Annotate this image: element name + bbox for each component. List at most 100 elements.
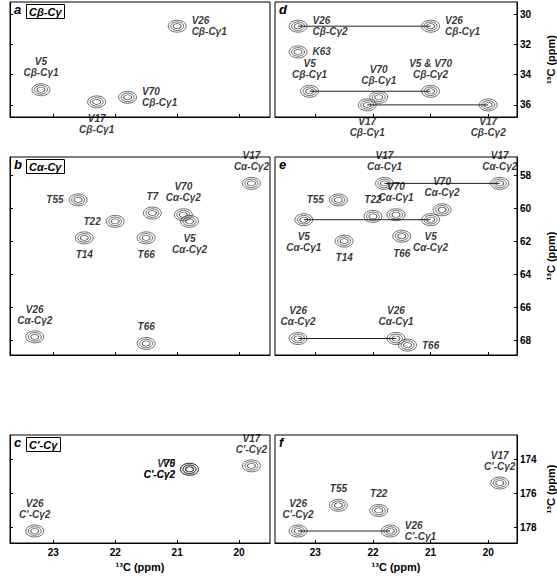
- svg-text:V70: V70: [387, 181, 405, 192]
- svg-text:T66: T66: [393, 248, 411, 259]
- svg-text:V17: V17: [376, 150, 394, 161]
- svg-text:c: c: [14, 435, 22, 450]
- svg-text:20: 20: [483, 547, 495, 558]
- svg-text:V70: V70: [174, 181, 192, 192]
- svg-text:V5 & V70: V5 & V70: [409, 58, 452, 69]
- svg-text:20: 20: [233, 547, 245, 558]
- svg-text:66: 66: [520, 302, 532, 313]
- svg-text:62: 62: [520, 236, 532, 247]
- svg-text:58: 58: [520, 170, 532, 181]
- svg-text:a: a: [14, 2, 21, 17]
- svg-text:f: f: [279, 435, 285, 450]
- svg-text:V5: V5: [303, 58, 316, 69]
- svg-text:V17: V17: [88, 113, 106, 124]
- svg-text:Cβ-Cγ1: Cβ-Cγ1: [292, 69, 328, 80]
- svg-text:60: 60: [520, 203, 532, 214]
- svg-text:Cβ-Cγ1: Cβ-Cγ1: [79, 124, 115, 135]
- svg-text:174: 174: [520, 454, 537, 465]
- svg-text:C'-Cγ2: C'-Cγ2: [484, 461, 516, 472]
- svg-text:V26: V26: [289, 498, 307, 509]
- svg-text:V26: V26: [445, 15, 463, 26]
- svg-text:V26: V26: [192, 15, 210, 26]
- svg-text:T55: T55: [46, 194, 64, 205]
- svg-text:V5: V5: [424, 231, 437, 242]
- svg-text:34: 34: [520, 69, 532, 80]
- svg-text:Cβ-Cγ1: Cβ-Cγ1: [445, 26, 481, 37]
- svg-text:C'-Cγ2: C'-Cγ2: [144, 469, 176, 480]
- svg-text:21: 21: [172, 547, 184, 558]
- svg-text:V70: V70: [433, 176, 451, 187]
- svg-text:Cβ-Cγ1: Cβ-Cγ1: [350, 127, 386, 138]
- svg-text:Cα-Cγ2: Cα-Cγ2: [166, 192, 202, 203]
- svg-text:Cα-Cγ1: Cα-Cγ1: [367, 161, 403, 172]
- svg-text:Cα-Cγ2: Cα-Cγ2: [482, 161, 518, 172]
- svg-text:T55: T55: [330, 483, 348, 494]
- svg-text:¹³C (ppm): ¹³C (ppm): [116, 561, 165, 573]
- svg-text:V70: V70: [142, 86, 160, 97]
- svg-text:V5: V5: [298, 231, 311, 242]
- svg-text:178: 178: [520, 522, 537, 533]
- svg-text:V17: V17: [491, 150, 509, 161]
- svg-text:21: 21: [425, 547, 437, 558]
- svg-text:Cα-Cγ1: Cα-Cγ1: [378, 192, 414, 203]
- svg-text:C'-Cγ: C'-Cγ: [29, 439, 58, 451]
- svg-text:Cβ-Cγ1: Cβ-Cγ1: [361, 75, 397, 86]
- svg-text:V26: V26: [313, 15, 331, 26]
- svg-text:T66: T66: [138, 249, 156, 260]
- svg-text:Cα-Cγ1: Cα-Cγ1: [378, 316, 414, 327]
- svg-text:22: 22: [367, 547, 379, 558]
- svg-text:e: e: [279, 157, 286, 172]
- svg-text:¹³C (ppm): ¹³C (ppm): [545, 35, 557, 84]
- svg-text:V17: V17: [243, 433, 261, 444]
- svg-text:Cβ-Cγ2: Cβ-Cγ2: [413, 69, 449, 80]
- svg-text:V17: V17: [491, 450, 509, 461]
- svg-text:Cα-Cγ1: Cα-Cγ1: [286, 242, 322, 253]
- svg-text:Cα-Cγ2: Cα-Cγ2: [425, 187, 461, 198]
- svg-text:176: 176: [520, 488, 537, 499]
- svg-text:T14: T14: [336, 252, 354, 263]
- svg-text:b: b: [14, 157, 22, 172]
- svg-text:V70: V70: [370, 64, 388, 75]
- svg-text:Cβ-Cγ2: Cβ-Cγ2: [471, 127, 507, 138]
- svg-text:Cα-Cγ: Cα-Cγ: [29, 161, 62, 173]
- svg-text:Cβ-Cγ1: Cβ-Cγ1: [23, 67, 59, 78]
- svg-text:d: d: [279, 2, 288, 17]
- svg-text:C'-Cγ2: C'-Cγ2: [236, 444, 268, 455]
- svg-text:Cα-Cγ2: Cα-Cγ2: [172, 244, 208, 255]
- svg-text:¹³C (ppm): ¹³C (ppm): [372, 561, 421, 573]
- svg-text:V26: V26: [26, 498, 44, 509]
- svg-text:Cβ-Cγ1: Cβ-Cγ1: [192, 26, 228, 37]
- svg-text:V17: V17: [358, 116, 376, 127]
- svg-text:30: 30: [520, 9, 532, 20]
- svg-text:T66: T66: [138, 321, 156, 332]
- svg-text:¹³C (ppm): ¹³C (ppm): [545, 464, 557, 513]
- svg-text:T55: T55: [307, 194, 325, 205]
- svg-text:Cβ-Cγ1: Cβ-Cγ1: [142, 97, 178, 108]
- svg-text:V26: V26: [405, 520, 423, 531]
- svg-text:V17: V17: [243, 150, 261, 161]
- svg-text:T14: T14: [76, 249, 94, 260]
- svg-text:Cα-Cγ2: Cα-Cγ2: [280, 316, 316, 327]
- svg-text:V17: V17: [479, 116, 497, 127]
- svg-text:K63: K63: [313, 46, 332, 57]
- svg-text:¹³C (ppm): ¹³C (ppm): [545, 231, 557, 280]
- svg-text:Cα-Cγ2: Cα-Cγ2: [413, 242, 449, 253]
- svg-text:23: 23: [48, 547, 60, 558]
- svg-text:68: 68: [520, 335, 532, 346]
- svg-text:64: 64: [520, 269, 532, 280]
- svg-text:Cα-Cγ2: Cα-Cγ2: [17, 315, 53, 326]
- svg-text:Cβ-Cγ2: Cβ-Cγ2: [313, 26, 349, 37]
- svg-text:T7: T7: [147, 191, 159, 202]
- svg-text:V70: V70: [157, 458, 175, 469]
- svg-text:V5: V5: [183, 233, 196, 244]
- svg-text:C'-Cγ2: C'-Cγ2: [19, 509, 51, 520]
- svg-text:V26: V26: [26, 304, 44, 315]
- svg-text:V26: V26: [289, 305, 307, 316]
- svg-text:V26: V26: [387, 305, 405, 316]
- svg-text:T22: T22: [84, 216, 102, 227]
- svg-text:C'-Cγ2: C'-Cγ2: [282, 509, 314, 520]
- svg-text:Cβ-Cγ: Cβ-Cγ: [29, 6, 62, 18]
- svg-text:C'-Cγ2: C'-Cγ2: [144, 469, 176, 480]
- svg-text:Cα-Cγ2: Cα-Cγ2: [234, 161, 270, 172]
- svg-text:T66: T66: [422, 340, 440, 351]
